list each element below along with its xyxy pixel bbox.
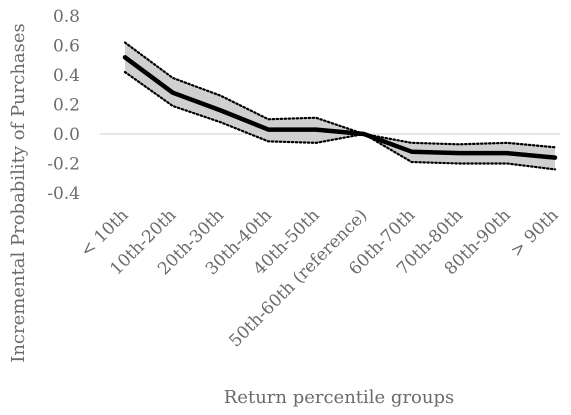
y-tick-label: 0.4 [53,66,80,86]
upper-bound-line [123,41,557,149]
x-axis-title: Return percentile groups [224,387,455,408]
confidence-band [125,42,555,170]
y-axis-title: Incremental Probability of Purchases [8,23,29,363]
estimate-line [122,55,558,160]
lower-bound-line [123,70,557,171]
y-tick-label: 0.2 [53,96,80,116]
y-tick-label: -0.2 [47,155,80,175]
y-tick-label: 0.0 [53,125,80,145]
y-tick-label: 0.8 [53,7,80,27]
y-tick-label: -0.4 [47,184,80,204]
plot-area: -0.4-0.20.00.20.40.60.8< 10th10th-20th20… [47,7,562,351]
x-tick-label: > 90th [507,205,563,261]
y-tick-label: 0.6 [53,37,80,57]
